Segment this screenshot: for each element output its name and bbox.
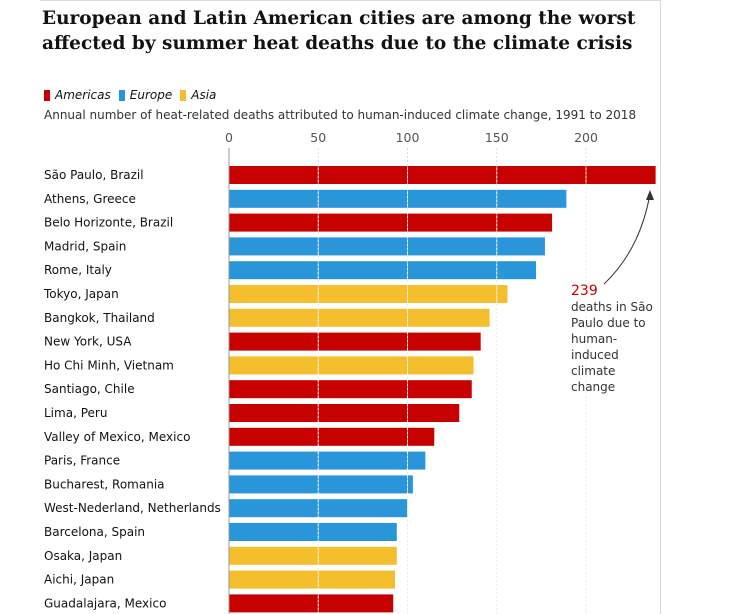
category-label: Barcelona, Spain <box>44 525 145 539</box>
category-label: Osaka, Japan <box>44 549 122 563</box>
chart-subtitle: Annual number of heat-related deaths att… <box>44 108 637 122</box>
bar <box>229 475 413 494</box>
bar <box>229 332 481 351</box>
x-tick-label: 150 <box>485 130 509 145</box>
x-tick-label: 50 <box>310 130 326 145</box>
category-label: Ho Chi Minh, Vietnam <box>44 358 174 372</box>
category-label: Tokyo, Japan <box>43 287 119 301</box>
bar <box>229 261 537 280</box>
annotation-arrow <box>603 193 651 285</box>
bar <box>229 570 396 589</box>
legend: Americas Europe Asia <box>44 88 216 102</box>
bar <box>229 285 508 303</box>
legend-item-asia: Asia <box>180 88 216 102</box>
category-label: Santiago, Chile <box>44 382 135 396</box>
category-label: Belo Horizonte, Brazil <box>44 216 173 230</box>
bar <box>229 213 553 232</box>
category-label: West-Nederland, Netherlands <box>44 501 221 515</box>
annotation: 239 deaths in São Paulo due to human-ind… <box>571 283 661 395</box>
bar <box>229 166 656 184</box>
x-tick-label: 0 <box>225 130 233 145</box>
bar <box>229 594 394 613</box>
bar <box>229 237 545 256</box>
bar <box>229 189 567 208</box>
bar <box>229 546 397 565</box>
legend-item-europe: Europe <box>118 88 173 102</box>
category-label: Valley of Mexico, Mexico <box>44 430 190 444</box>
chart-title: European and Latin American cities are a… <box>42 8 636 54</box>
category-label: Athens, Greece <box>44 192 136 206</box>
category-label: Lima, Peru <box>44 406 107 420</box>
bar <box>229 308 490 327</box>
annotation-arrowhead <box>646 190 654 200</box>
category-label: New York, USA <box>44 335 132 349</box>
bar <box>229 427 435 446</box>
category-label: Rome, Italy <box>44 263 112 277</box>
legend-label-europe: Europe <box>129 88 173 102</box>
legend-label-americas: Americas <box>55 88 111 102</box>
bar <box>229 404 460 422</box>
x-tick-label: 200 <box>574 130 598 145</box>
category-label: Bangkok, Thailand <box>44 311 155 325</box>
bar <box>229 523 397 541</box>
category-label: Bucharest, Romania <box>44 477 165 491</box>
bar <box>229 380 472 399</box>
category-label: Paris, France <box>44 454 120 468</box>
legend-label-asia: Asia <box>191 88 217 102</box>
bar <box>229 356 474 375</box>
category-label: Aichi, Japan <box>44 573 114 587</box>
annotation-text: deaths in São Paulo due to human-induced… <box>571 300 653 394</box>
bar <box>229 451 426 470</box>
category-label: Madrid, Spain <box>44 239 126 253</box>
top-rule <box>40 0 660 1</box>
legend-swatch-europe <box>118 89 125 101</box>
legend-swatch-asia <box>180 89 187 101</box>
legend-item-americas: Americas <box>44 88 111 102</box>
category-label: Guadalajara, Mexico <box>44 596 166 610</box>
annotation-value: 239 <box>571 283 598 299</box>
x-tick-label: 100 <box>396 130 420 145</box>
right-rule <box>660 0 661 614</box>
legend-swatch-americas <box>44 89 50 101</box>
category-label: São Paulo, Brazil <box>44 168 144 182</box>
